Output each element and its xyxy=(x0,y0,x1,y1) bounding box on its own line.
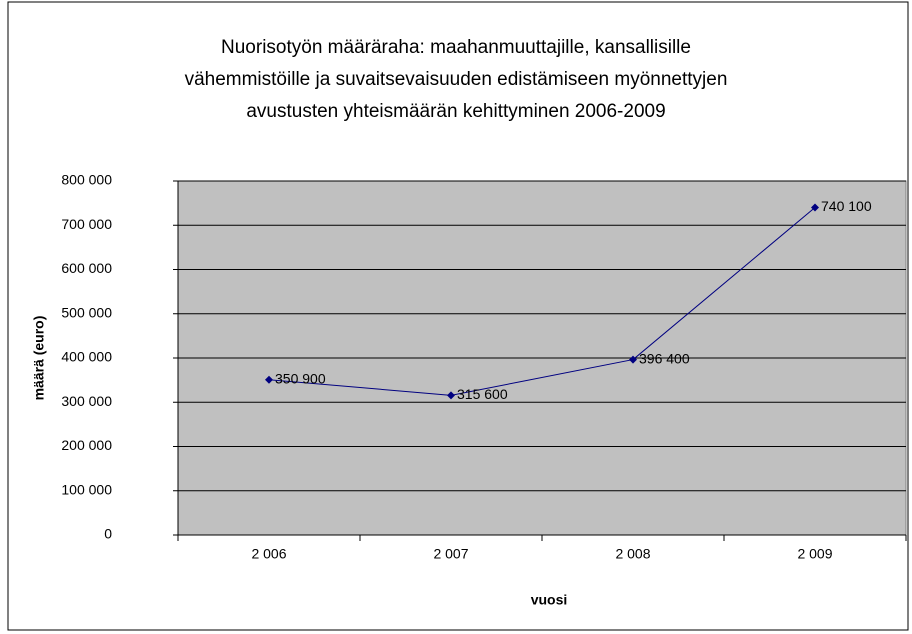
y-tick-label: 0 xyxy=(104,526,112,542)
data-label: 350 900 xyxy=(275,370,326,386)
y-tick-label: 200 000 xyxy=(61,437,112,453)
y-tick-label: 800 000 xyxy=(61,172,112,188)
y-tick-label: 600 000 xyxy=(61,260,112,276)
x-tick-label: 2 006 xyxy=(251,546,286,562)
chart-title: avustusten yhteismäärän kehittyminen 200… xyxy=(246,101,665,122)
x-axis-title: vuosi xyxy=(531,592,568,608)
x-tick-label: 2 007 xyxy=(433,546,468,562)
y-tick-label: 300 000 xyxy=(61,393,112,409)
x-tick-label: 2 008 xyxy=(615,546,650,562)
data-label: 740 100 xyxy=(821,198,872,214)
data-label: 396 400 xyxy=(639,350,690,366)
marker xyxy=(811,203,819,212)
y-tick-label: 500 000 xyxy=(61,304,112,320)
series-line xyxy=(268,207,816,396)
marker xyxy=(629,355,637,364)
x-tick-label: 2 009 xyxy=(797,546,832,562)
chart-title: vähemmistöille ja suvaitsevaisuuden edis… xyxy=(185,69,728,90)
y-tick-label: 700 000 xyxy=(61,216,112,232)
y-axis-title: määrä (euro) xyxy=(31,316,47,401)
data-label: 315 600 xyxy=(457,386,508,402)
marker xyxy=(447,391,455,400)
y-tick-label: 400 000 xyxy=(61,349,112,365)
y-tick-label: 100 000 xyxy=(61,481,112,497)
marker xyxy=(265,375,273,384)
chart-title: Nuorisotyön määräraha: maahanmuuttajille… xyxy=(221,37,691,58)
